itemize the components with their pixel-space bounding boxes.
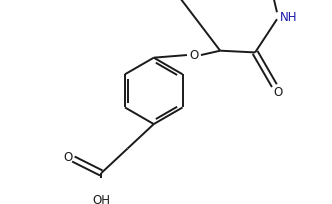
Text: O: O	[63, 151, 73, 164]
Text: OH: OH	[92, 194, 110, 204]
Text: O: O	[273, 86, 283, 99]
Text: NH: NH	[280, 11, 297, 24]
Text: O: O	[189, 49, 199, 62]
